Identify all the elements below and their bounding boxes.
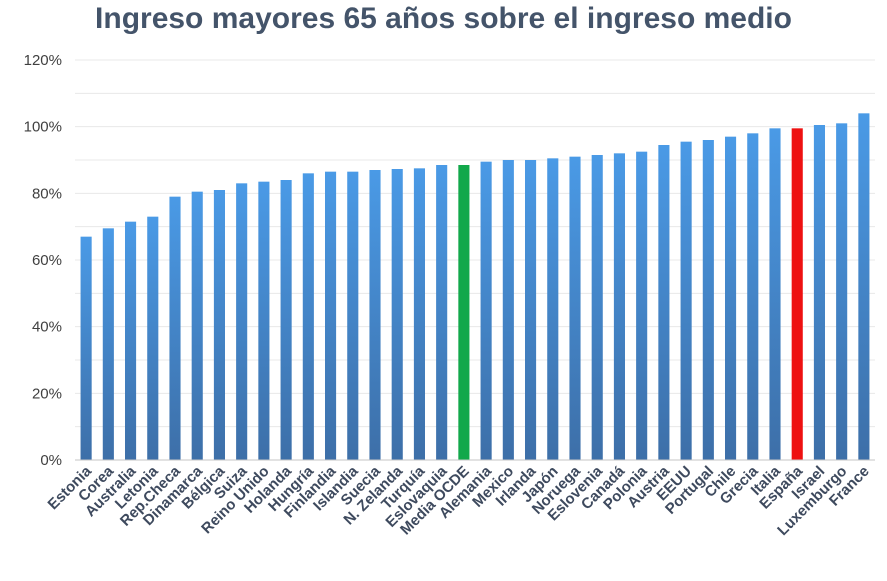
bar: [747, 133, 759, 461]
chart-title: Ingreso mayores 65 años sobre el ingreso…: [95, 2, 792, 35]
bar: [636, 151, 648, 460]
bar: [102, 228, 114, 460]
bar: [613, 153, 625, 461]
y-tick-label: 100%: [24, 119, 62, 136]
bars: [80, 113, 870, 461]
y-tick-label: 80%: [32, 185, 62, 202]
bar: [413, 168, 425, 461]
bar: [213, 190, 225, 460]
y-tick-label: 120%: [24, 52, 62, 69]
bar: [702, 140, 714, 460]
bar: [125, 221, 137, 460]
bar: [680, 141, 692, 460]
bar: [325, 171, 337, 460]
bar: [147, 216, 159, 460]
y-tick-label: 20%: [32, 385, 62, 402]
bar: [791, 128, 803, 461]
y-axis: 0% 20% 40% 60% 80% 100% 120%: [24, 52, 62, 469]
y-tick-label: 60%: [32, 252, 62, 269]
bar: [436, 165, 448, 460]
bar: [80, 236, 92, 460]
y-tick-label: 40%: [32, 319, 62, 336]
y-tick-label: 0%: [40, 452, 62, 469]
bar: [591, 155, 603, 460]
bar: [858, 113, 870, 460]
bar: [525, 160, 537, 460]
bar: [236, 183, 248, 461]
bar: [502, 160, 514, 460]
bar: [258, 181, 270, 460]
bar: [725, 136, 737, 460]
bar: [813, 125, 825, 460]
gridlines: [75, 59, 875, 428]
bar: [302, 173, 314, 461]
bar: [347, 171, 359, 460]
bar: [391, 169, 403, 460]
x-axis: EstoniaCoreaAustraliaLetoniaRep.ChecaDin…: [45, 459, 875, 539]
bar: [547, 158, 559, 461]
bar: [769, 128, 781, 461]
bar: [191, 191, 203, 460]
bar: [569, 156, 581, 460]
bar: [658, 145, 670, 460]
bar: [369, 170, 381, 460]
bar: [280, 180, 292, 460]
bar: [458, 165, 470, 460]
bar: [480, 161, 492, 460]
bar: [169, 196, 181, 460]
bar: [836, 123, 848, 460]
